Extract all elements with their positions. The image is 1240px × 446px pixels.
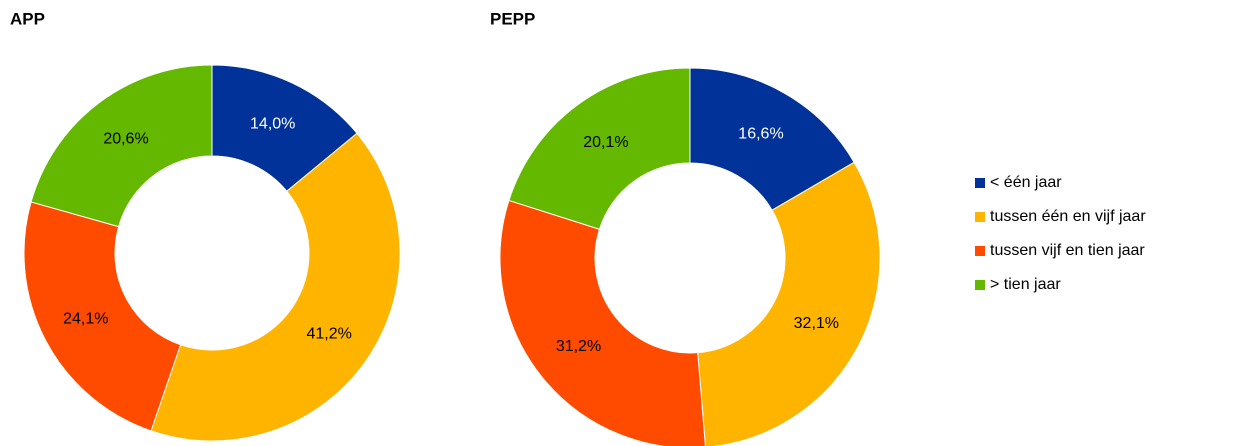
donut-slice [508, 67, 691, 230]
donut-slice [499, 199, 706, 446]
value-label: 31,2% [556, 338, 601, 355]
legend-label: tussen één en vijf jaar [990, 208, 1146, 225]
donut-slice [697, 161, 881, 446]
value-label: 24,1% [63, 310, 108, 327]
legend-swatch [975, 178, 985, 188]
legend-label: tussen vijf en tien jaar [990, 242, 1145, 259]
value-label: 20,1% [583, 134, 628, 151]
donut-slice [689, 67, 855, 211]
value-label: 20,6% [103, 131, 148, 148]
donut-slice [30, 64, 213, 228]
value-label: 14,0% [250, 115, 295, 132]
legend-swatch [975, 212, 985, 222]
legend-label: < één jaar [990, 174, 1062, 191]
chart-title: PEPP [490, 9, 535, 28]
legend-swatch [975, 280, 985, 290]
value-label: 32,1% [794, 315, 839, 332]
legend-swatch [975, 246, 985, 256]
donut-slice [150, 132, 401, 442]
legend-label: > tien jaar [990, 276, 1061, 293]
chart-title: APP [10, 9, 45, 28]
value-label: 41,2% [306, 325, 351, 342]
value-label: 16,6% [738, 126, 783, 143]
donut-slice [23, 201, 182, 432]
